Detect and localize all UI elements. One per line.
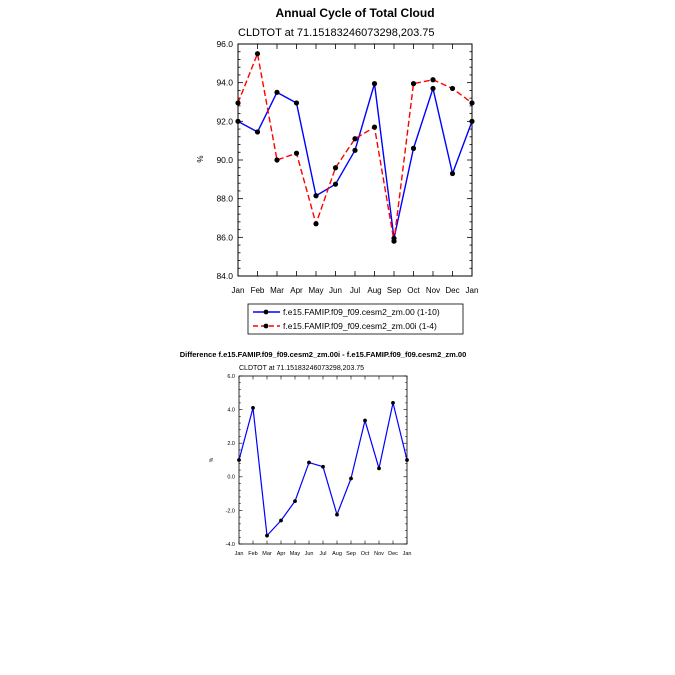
y-tick-label: 88.0 — [216, 194, 233, 204]
chart2-ylabel: % — [209, 457, 215, 462]
series-1-point — [449, 170, 456, 177]
x-tick-label: Nov — [374, 551, 384, 557]
legend-label-series-2: f.e15.FAMIP.f09_f09.cesm2_zm.00i (1-4) — [283, 321, 437, 331]
series-1-point — [279, 518, 283, 523]
y-tick-label: 2.0 — [227, 441, 235, 447]
x-tick-label: Sep — [387, 286, 402, 295]
series-1-point — [321, 464, 325, 469]
x-tick-label: Jan — [466, 286, 479, 295]
x-tick-label: Nov — [426, 286, 440, 295]
chart1-subtitle: CLDTOT at 71.15183246073298,203.75 — [238, 27, 435, 39]
series-1-point — [430, 85, 436, 92]
series-line-2 — [237, 52, 473, 242]
series-1-point — [251, 406, 255, 410]
chart2-title: Difference f.e15.FAMIP.f09_f09.cesm2_zm.… — [180, 350, 467, 359]
y-tick-label: -2.0 — [226, 508, 235, 514]
series-2-point — [332, 165, 339, 171]
chart2-plot-frame — [238, 375, 408, 545]
x-tick-label: Jun — [329, 286, 342, 295]
y-tick-label: -4.0 — [226, 542, 235, 548]
series-1-point — [405, 458, 409, 462]
series-1-point — [254, 129, 261, 135]
x-tick-label: Oct — [361, 551, 370, 557]
series-1-point — [293, 100, 300, 106]
x-tick-label: Aug — [332, 551, 342, 557]
x-tick-label: Sep — [346, 551, 356, 557]
series-1-point — [349, 476, 353, 481]
series-line-1 — [238, 402, 408, 537]
series-1-point — [469, 118, 475, 124]
series-2-point — [254, 51, 261, 57]
y-tick-label: 86.0 — [216, 232, 233, 242]
series-1-point — [293, 499, 297, 504]
x-tick-label: Feb — [251, 286, 265, 295]
series-1-point — [265, 533, 269, 538]
series-2-point — [235, 100, 241, 106]
series-2-point — [391, 238, 397, 244]
series-2-point — [410, 81, 417, 87]
y-tick-label: 92.0 — [216, 116, 233, 126]
y-tick-label: 96.0 — [216, 39, 233, 49]
annual-cycle-chart: Annual Cycle of Total Cloud CLDTOT at 71… — [196, 6, 479, 335]
series-2-point — [469, 100, 475, 106]
x-tick-label: Mar — [270, 286, 284, 295]
y-tick-label: 4.0 — [227, 408, 235, 414]
x-tick-label: May — [290, 551, 301, 557]
x-tick-label: Jul — [350, 286, 360, 295]
series-1-point — [363, 418, 367, 423]
series-line-1 — [237, 82, 473, 240]
y-tick-label: 0.0 — [227, 475, 235, 481]
legend-marker-series-1 — [263, 309, 269, 315]
legend-box — [247, 303, 464, 335]
chart1-legend: f.e15.FAMIP.f09_f09.cesm2_zm.00 (1-10) f… — [247, 303, 464, 335]
series-2-point — [449, 85, 456, 92]
x-tick-label: Jan — [403, 551, 412, 557]
x-tick-label: May — [308, 286, 323, 295]
series-2-point — [274, 157, 280, 163]
series-1-point — [307, 460, 311, 465]
y-tick-label: 94.0 — [216, 78, 233, 88]
x-tick-label: Apr — [290, 286, 303, 295]
series-2-point — [371, 124, 378, 130]
chart1-ylabel: % — [196, 155, 205, 162]
x-tick-label: Feb — [248, 551, 257, 557]
legend-marker-series-2 — [263, 323, 269, 329]
x-tick-label: Oct — [407, 286, 420, 295]
series-1-point — [237, 458, 241, 462]
difference-chart: Difference f.e15.FAMIP.f09_f09.cesm2_zm.… — [180, 350, 467, 557]
series-1-point — [391, 400, 395, 405]
series-1-point — [371, 81, 378, 87]
x-tick-label: Aug — [367, 286, 381, 295]
x-tick-label: Dec — [388, 551, 398, 557]
chart1-plot-frame — [237, 43, 473, 277]
chart2-subtitle: CLDTOT at 71.15183246073298,203.75 — [239, 365, 364, 372]
x-tick-label: Apr — [277, 551, 286, 557]
series-1-point — [377, 466, 381, 471]
series-1-point — [335, 512, 339, 517]
series-1-point — [410, 145, 417, 151]
series-1-point — [332, 181, 339, 187]
x-tick-label: Dec — [445, 286, 459, 295]
series-2-point — [430, 77, 436, 83]
y-tick-label: 84.0 — [216, 271, 233, 281]
series-2-point — [352, 136, 358, 142]
series-1-point — [313, 193, 319, 199]
x-tick-label: Mar — [262, 551, 272, 557]
chart1-title: Annual Cycle of Total Cloud — [275, 6, 434, 20]
x-tick-label: Jan — [232, 286, 245, 295]
series-2-point — [313, 221, 319, 227]
series-2-point — [293, 150, 300, 156]
series-1-point — [274, 89, 280, 95]
series-1-point — [235, 118, 241, 124]
x-tick-label: Jun — [305, 551, 314, 557]
series-1-point — [352, 147, 358, 153]
y-tick-label: 90.0 — [216, 155, 233, 165]
x-tick-label: Jul — [319, 551, 326, 557]
legend-label-series-1: f.e15.FAMIP.f09_f09.cesm2_zm.00 (1-10) — [283, 307, 440, 317]
y-tick-label: 6.0 — [227, 374, 235, 380]
x-tick-label: Jan — [235, 551, 244, 557]
